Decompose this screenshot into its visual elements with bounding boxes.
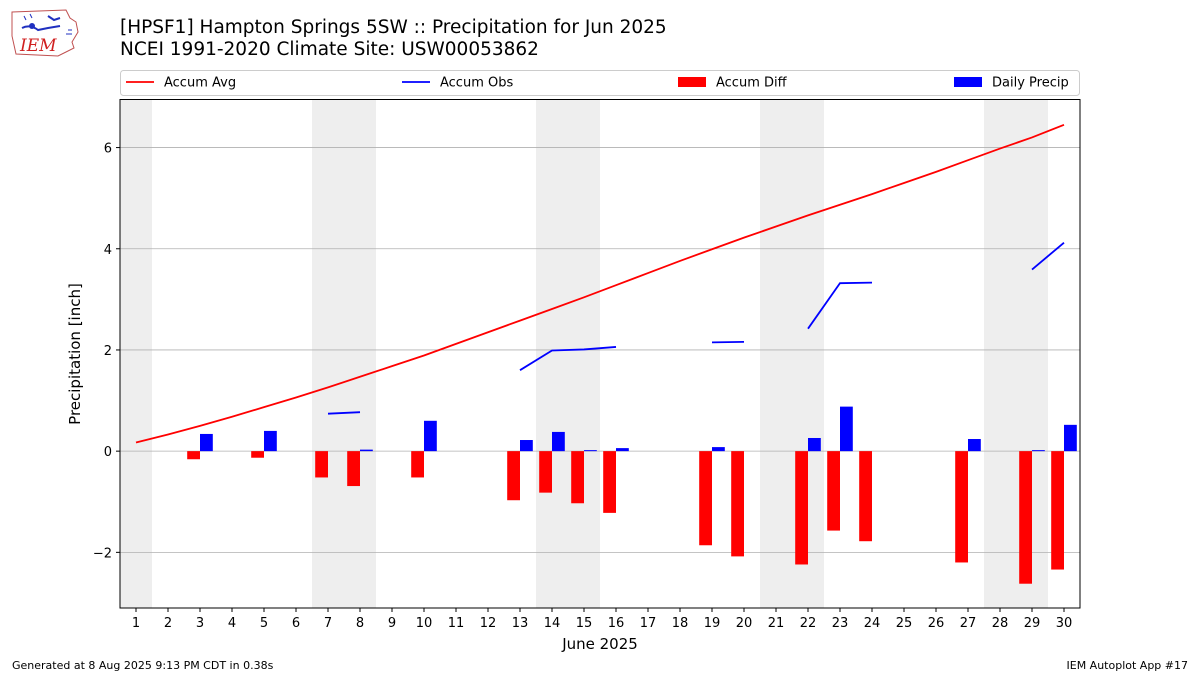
accum-diff-bar — [411, 451, 424, 478]
legend-accum-diff-label: Accum Diff — [716, 76, 788, 91]
x-tick-label: 10 — [416, 616, 433, 631]
legend-box — [120, 70, 1080, 96]
x-tick-label: 24 — [864, 616, 881, 631]
x-tick-label: 3 — [196, 616, 204, 631]
accum-diff-bar — [731, 451, 744, 557]
accum-diff-bar — [251, 451, 264, 458]
x-tick-label: 2 — [164, 616, 172, 631]
iem-logo: IEM — [8, 6, 80, 60]
legend-accum-obs-label: Accum Obs — [440, 76, 513, 91]
weekend-band-1 — [120, 99, 152, 608]
x-tick-label: 30 — [1056, 616, 1073, 631]
legend-daily-precip-swatch — [954, 77, 982, 87]
daily-precip-bar — [840, 406, 853, 452]
accum-obs-line — [807, 281, 873, 330]
x-tick-label: 15 — [576, 616, 593, 631]
daily-precip-bar — [968, 439, 981, 452]
daily-precip-bar — [552, 431, 565, 452]
generated-timestamp: Generated at 8 Aug 2025 9:13 PM CDT in 0… — [12, 659, 274, 672]
x-tick-label: 19 — [704, 616, 721, 631]
x-tick-label: 25 — [896, 616, 913, 631]
accum-diff-bar — [795, 451, 808, 565]
x-tick-label: 20 — [736, 616, 753, 631]
x-tick-label: 26 — [928, 616, 945, 631]
accum-obs-line — [519, 346, 617, 371]
y-tick-label: 6 — [104, 142, 112, 157]
accum-diff-bar — [539, 451, 552, 493]
daily-precip-bar — [1032, 450, 1045, 452]
x-tick-label: 22 — [800, 616, 817, 631]
daily-precip-bar — [360, 449, 373, 452]
accum-obs-line — [1031, 241, 1065, 271]
x-tick-label: 16 — [608, 616, 625, 631]
daily-precip-bar — [616, 448, 629, 452]
accum-diff-bar — [699, 451, 712, 546]
x-tick-label: 8 — [356, 616, 364, 631]
x-tick-label: 18 — [672, 616, 689, 631]
y-tick-label: 4 — [104, 243, 112, 258]
weekend-band-4 — [760, 99, 824, 608]
accum-diff-bar — [859, 451, 872, 542]
x-tick-label: 21 — [768, 616, 785, 631]
daily-precip-bar — [712, 447, 725, 452]
accum-diff-bar — [955, 451, 968, 563]
legend-daily-precip-label: Daily Precip — [992, 76, 1069, 91]
x-tick-label: 12 — [480, 616, 497, 631]
x-tick-label: 9 — [388, 616, 396, 631]
accum-obs-line — [711, 340, 745, 344]
accum-diff-bar — [347, 451, 360, 487]
weekend-band-5 — [984, 99, 1048, 608]
daily-precip-bar — [1064, 424, 1077, 452]
x-tick-label: 5 — [260, 616, 268, 631]
chart-title: [HPSF1] Hampton Springs 5SW :: Precipita… — [120, 17, 667, 38]
daily-precip-bar — [424, 420, 437, 452]
x-tick-label: 7 — [324, 616, 332, 631]
y-axis-label: Precipitation [inch] — [66, 283, 84, 425]
x-tick-label: 11 — [448, 616, 465, 631]
app-credit: IEM Autoplot App #17 — [1066, 659, 1189, 672]
daily-precip-bar — [520, 440, 533, 452]
legend-accum-avg-label: Accum Avg — [164, 76, 236, 91]
accum-diff-bar — [1051, 451, 1064, 570]
accum-diff-bar — [1019, 451, 1032, 584]
y-tick-label: 2 — [104, 344, 112, 359]
x-tick-label: 27 — [960, 616, 977, 631]
x-tick-label: 14 — [544, 616, 561, 631]
accum-diff-bar — [571, 451, 584, 504]
x-tick-label: 6 — [292, 616, 300, 631]
x-axis-label: June 2025 — [561, 635, 638, 653]
daily-precip-bar — [200, 433, 213, 452]
accum-diff-bar — [315, 451, 328, 478]
y-tick-label: 0 — [104, 445, 112, 460]
daily-precip-bar — [264, 430, 277, 452]
accum-diff-bar — [507, 451, 520, 501]
x-tick-label: 28 — [992, 616, 1009, 631]
plot-area-frame — [119, 99, 1081, 609]
accum-diff-bar — [603, 451, 616, 513]
x-tick-label: 29 — [1024, 616, 1041, 631]
accum-diff-bar — [827, 451, 840, 531]
weekend-band-2 — [312, 99, 376, 608]
x-tick-label: 1 — [132, 616, 140, 631]
daily-precip-bar — [584, 450, 597, 452]
chart-subtitle: NCEI 1991-2020 Climate Site: USW00053862 — [120, 39, 539, 60]
y-tick-label: −2 — [93, 546, 112, 561]
svg-text:IEM: IEM — [19, 36, 57, 56]
accum-avg-line — [135, 123, 1065, 444]
x-tick-label: 23 — [832, 616, 849, 631]
x-tick-label: 4 — [228, 616, 236, 631]
legend-accum-diff-swatch — [678, 77, 706, 87]
accum-obs-line — [327, 411, 361, 415]
accum-diff-bar — [187, 451, 200, 460]
x-tick-label: 13 — [512, 616, 529, 631]
x-tick-label: 17 — [640, 616, 657, 631]
daily-precip-bar — [808, 437, 821, 452]
